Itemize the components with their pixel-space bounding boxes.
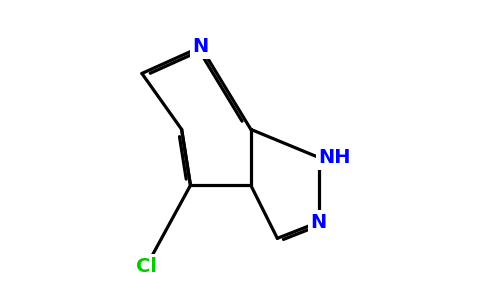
Text: N: N — [193, 38, 209, 56]
Text: N: N — [310, 213, 327, 232]
Text: NH: NH — [318, 148, 351, 167]
Text: Cl: Cl — [136, 257, 157, 276]
